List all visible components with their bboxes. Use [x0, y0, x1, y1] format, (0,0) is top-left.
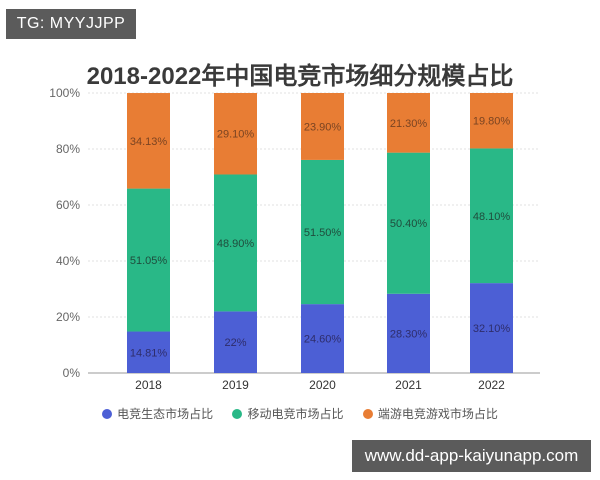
- svg-text:2018: 2018: [135, 378, 162, 392]
- svg-text:51.05%: 51.05%: [130, 255, 168, 267]
- svg-text:28.30%: 28.30%: [390, 328, 428, 340]
- svg-text:40%: 40%: [56, 254, 80, 268]
- svg-text:48.10%: 48.10%: [473, 211, 511, 223]
- svg-text:100%: 100%: [49, 86, 80, 100]
- svg-text:29.10%: 29.10%: [217, 129, 255, 141]
- svg-text:21.30%: 21.30%: [390, 118, 428, 130]
- svg-text:23.90%: 23.90%: [304, 121, 342, 133]
- svg-text:80%: 80%: [56, 142, 80, 156]
- svg-text:0%: 0%: [63, 366, 81, 380]
- svg-text:14.81%: 14.81%: [130, 347, 168, 359]
- svg-text:50.40%: 50.40%: [390, 218, 428, 230]
- svg-text:60%: 60%: [56, 198, 80, 212]
- svg-text:32.10%: 32.10%: [473, 323, 511, 335]
- svg-text:48.90%: 48.90%: [217, 238, 255, 250]
- svg-text:51.50%: 51.50%: [304, 227, 342, 239]
- svg-text:19.80%: 19.80%: [473, 116, 511, 128]
- svg-text:2021: 2021: [395, 378, 422, 392]
- svg-text:2022: 2022: [478, 378, 505, 392]
- svg-text:24.60%: 24.60%: [304, 334, 342, 346]
- svg-text:20%: 20%: [56, 310, 80, 324]
- svg-text:22%: 22%: [224, 337, 246, 349]
- svg-text:2020: 2020: [309, 378, 336, 392]
- svg-text:2019: 2019: [222, 378, 249, 392]
- svg-text:34.13%: 34.13%: [130, 136, 168, 148]
